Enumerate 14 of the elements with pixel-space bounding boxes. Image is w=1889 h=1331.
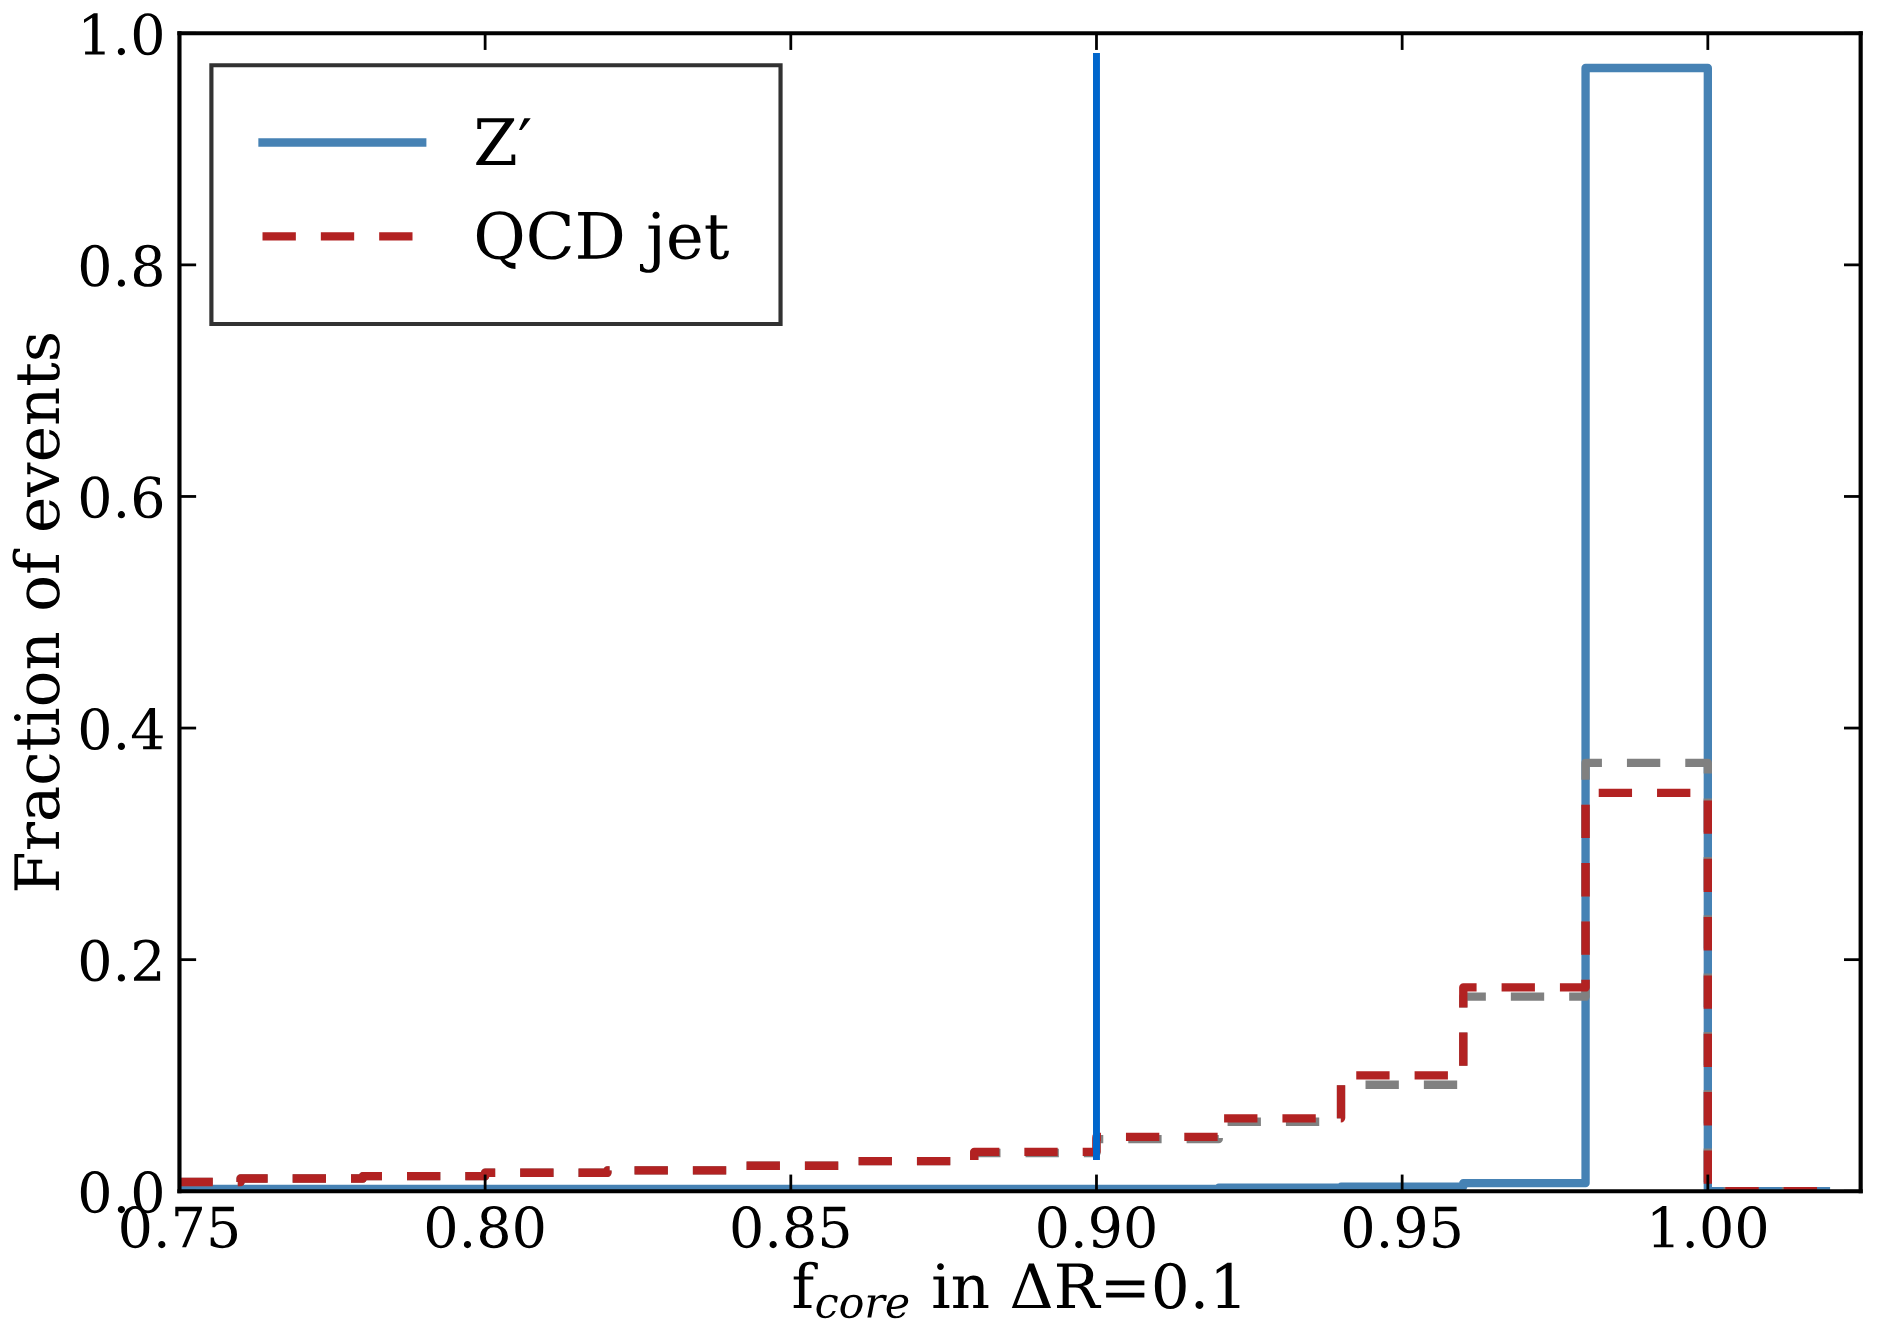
y-tick-label: 0.6 xyxy=(80,476,163,519)
x-tick-label: 0.90 xyxy=(1038,1206,1155,1249)
x-tick-label: 0.80 xyxy=(426,1206,544,1249)
y-tick-label: 0.4 xyxy=(80,707,163,750)
y-tick-label: 0.8 xyxy=(80,244,162,287)
x-tick-label: 1.00 xyxy=(1652,1206,1766,1249)
x-tick-label: 0.85 xyxy=(732,1206,849,1249)
y-tick-label: 0.2 xyxy=(80,939,161,982)
y-tick-label: 1.0 xyxy=(83,13,162,56)
legend-label: Z′ xyxy=(476,118,531,165)
y-axis-title: Fraction of events xyxy=(12,333,60,891)
x-tick-label: 0.95 xyxy=(1343,1206,1460,1249)
x-axis-title: f$_{core}$ in ΔR=0.1 xyxy=(793,1261,1240,1319)
legend-label: QCD jet xyxy=(476,211,729,273)
